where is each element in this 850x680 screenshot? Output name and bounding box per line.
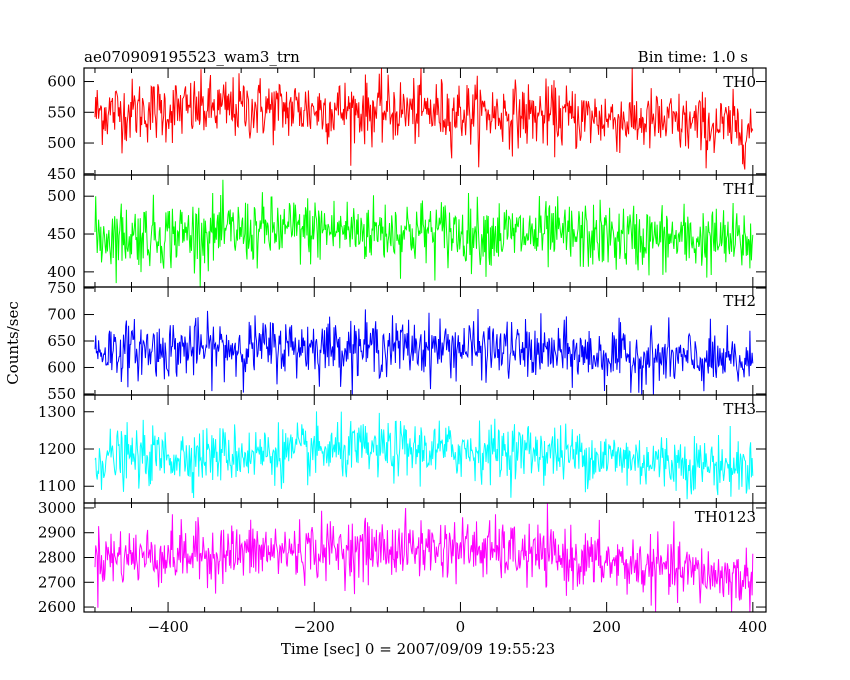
x-tick-label: −400 [147,618,188,636]
y-tick-label: 450 [47,225,76,243]
y-tick-label: 600 [47,358,76,376]
series-line-th2 [94,308,754,396]
y-tick-label: 550 [47,103,76,121]
y-tick-label: 750 [47,279,76,297]
x-tick-label: 200 [592,618,621,636]
y-tick-label: 3000 [38,499,76,517]
series-line-th3 [94,411,754,500]
y-tick-label: 550 [47,385,76,403]
series-line-th0123 [94,503,754,613]
y-tick-label: 1200 [38,440,76,458]
y-tick-label: 600 [47,73,76,91]
figure-title: ae070909195523_wam3_trn [84,48,300,66]
y-tick-label: 2600 [38,598,76,616]
series-line-th1 [94,179,754,288]
x-tick-label: −200 [294,618,335,636]
y-tick-label: 500 [47,187,76,205]
y-tick-label: 400 [47,263,76,281]
panel-label-th1: TH1 [723,180,756,198]
series-line-th0 [94,67,754,170]
y-tick-label: 2700 [38,573,76,591]
panel-label-th0: TH0 [723,73,756,91]
panel-label-th0123: TH0123 [695,508,756,526]
y-tick-label: 500 [47,134,76,152]
y-tick-label: 650 [47,332,76,350]
x-tick-label: 0 [456,618,466,636]
bin-time-label: Bin time: 1.0 s [638,48,748,66]
panels-group: TH0 450 500 550 600 TH1 400 450 500 TH2 550 600 650 7… [38,67,768,636]
y-tick-label: 450 [47,165,76,183]
panel-label-th3: TH3 [723,400,756,418]
y-axis-label: Counts/sec [4,301,22,385]
x-tick-label: 400 [739,618,768,636]
y-tick-label: 2900 [38,524,76,542]
y-tick-label: 700 [47,306,76,324]
y-tick-label: 2800 [38,549,76,567]
y-tick-label: 1300 [38,403,76,421]
x-axis-label: Time [sec] 0 = 2007/09/09 19:55:23 [281,640,555,658]
y-tick-label: 1100 [38,477,76,495]
panel-label-th2: TH2 [723,292,756,310]
